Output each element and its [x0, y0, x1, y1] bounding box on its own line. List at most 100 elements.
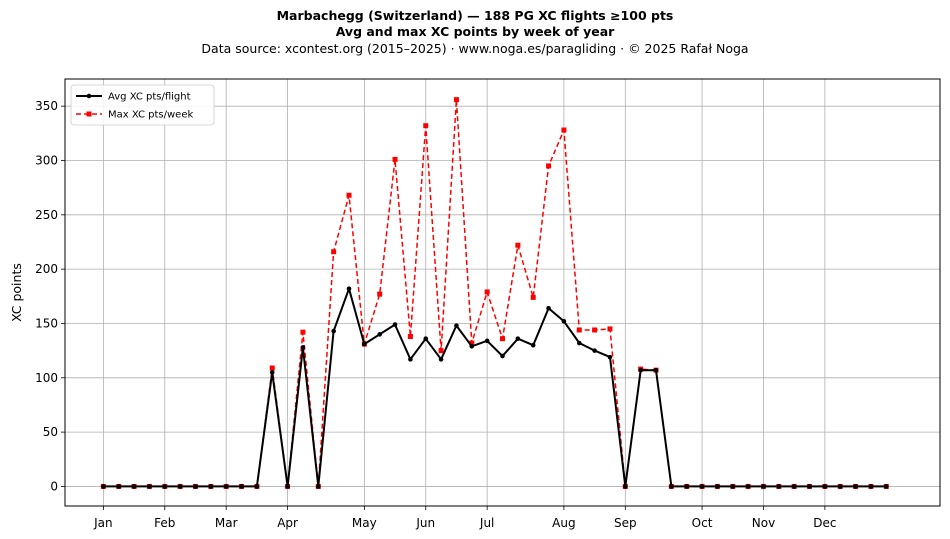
series-max — [100, 97, 889, 489]
data-point — [315, 484, 321, 489]
data-point — [638, 367, 643, 373]
data-point — [362, 341, 367, 347]
y-tick-label: 100 — [35, 371, 58, 385]
data-point — [592, 348, 597, 353]
data-point — [407, 334, 413, 340]
y-tick-label: 50 — [43, 425, 58, 439]
x-tick-label: Oct — [692, 516, 713, 530]
data-point — [530, 294, 536, 300]
data-point — [331, 249, 337, 255]
data-point — [408, 357, 413, 362]
data-point — [392, 156, 398, 162]
data-point — [592, 327, 598, 333]
data-point — [837, 484, 843, 489]
legend-label: Avg XC pts/flight — [108, 92, 191, 103]
data-point — [116, 484, 122, 489]
chart-title-block: Marbachegg (Switzerland) — 188 PG XC fli… — [0, 8, 950, 57]
data-point — [208, 484, 214, 489]
grid — [65, 79, 940, 506]
data-point — [699, 484, 705, 489]
x-tick-label: Jan — [93, 516, 113, 530]
series-layer — [100, 97, 889, 489]
legend-label: Max XC pts/week — [108, 110, 193, 121]
data-point — [868, 484, 874, 489]
data-point — [285, 484, 290, 489]
series-line — [103, 287, 887, 488]
data-point — [653, 367, 659, 373]
data-point — [469, 343, 475, 349]
data-point — [500, 353, 505, 359]
data-point — [484, 289, 490, 295]
data-point — [131, 484, 137, 489]
x-tick-label: May — [352, 516, 377, 530]
data-point — [883, 484, 889, 489]
data-point — [776, 484, 782, 489]
legend-item: Max XC pts/week — [76, 110, 193, 121]
series-line — [103, 98, 887, 488]
data-point — [546, 305, 551, 311]
data-point — [239, 484, 244, 489]
data-point — [761, 484, 766, 489]
data-point — [438, 348, 444, 354]
x-tick-label: Feb — [154, 516, 175, 530]
x-tick-label: Apr — [277, 516, 298, 530]
series-avg — [101, 286, 889, 489]
y-tick-label: 150 — [35, 316, 58, 330]
x-tick-label: Mar — [215, 516, 238, 530]
legend-marker — [86, 111, 92, 117]
data-point — [346, 286, 352, 291]
data-point — [822, 484, 828, 489]
x-tick-label: Jun — [415, 516, 435, 530]
y-axis-label: XC points — [9, 263, 24, 322]
data-point — [269, 370, 275, 375]
y-tick-label: 0 — [50, 479, 58, 493]
data-point — [300, 329, 306, 335]
data-point — [853, 484, 858, 489]
data-point — [346, 192, 352, 198]
data-point — [423, 123, 429, 129]
x-tick-label: Nov — [752, 516, 775, 530]
plot-frame — [64, 78, 941, 507]
data-point — [377, 291, 383, 297]
chart-title: Marbachegg (Switzerland) — 188 PG XC fli… — [276, 8, 674, 23]
x-tick-label: Jul — [479, 516, 494, 530]
data-point — [469, 340, 475, 346]
data-point — [807, 484, 812, 489]
data-point — [576, 340, 582, 346]
data-point — [561, 127, 567, 133]
data-point — [193, 484, 198, 489]
data-point — [423, 336, 429, 341]
data-point — [515, 336, 521, 341]
data-point — [607, 354, 613, 360]
data-point — [530, 342, 536, 348]
data-point — [331, 328, 336, 334]
data-point — [177, 484, 183, 489]
data-point — [454, 323, 459, 328]
data-point — [730, 484, 736, 489]
x-tick-label: Sep — [614, 516, 637, 530]
y-tick-label: 350 — [35, 99, 58, 113]
data-point — [223, 484, 229, 489]
legend: Avg XC pts/flight Max XC pts/week — [70, 84, 215, 126]
y-tick-label: 300 — [35, 153, 58, 167]
legend-item: Avg XC pts/flight — [76, 92, 191, 103]
data-point — [101, 484, 106, 489]
data-point — [515, 242, 521, 248]
data-point — [546, 163, 552, 169]
data-point — [745, 484, 751, 489]
data-point — [392, 322, 398, 327]
data-point — [453, 97, 459, 103]
data-point — [377, 332, 382, 337]
y-tick-label: 200 — [35, 262, 58, 276]
legend-marker — [86, 93, 92, 99]
data-point — [715, 484, 720, 489]
data-point — [484, 338, 490, 344]
x-tick-label: Dec — [813, 516, 836, 530]
y-tick-label: 250 — [35, 208, 58, 222]
chart-source-note: Data source: xcontest.org (2015–2025) · … — [201, 41, 749, 56]
data-point — [561, 318, 567, 324]
legend-box — [70, 84, 215, 126]
x-tick-label: Aug — [552, 516, 575, 530]
data-point — [623, 484, 628, 489]
